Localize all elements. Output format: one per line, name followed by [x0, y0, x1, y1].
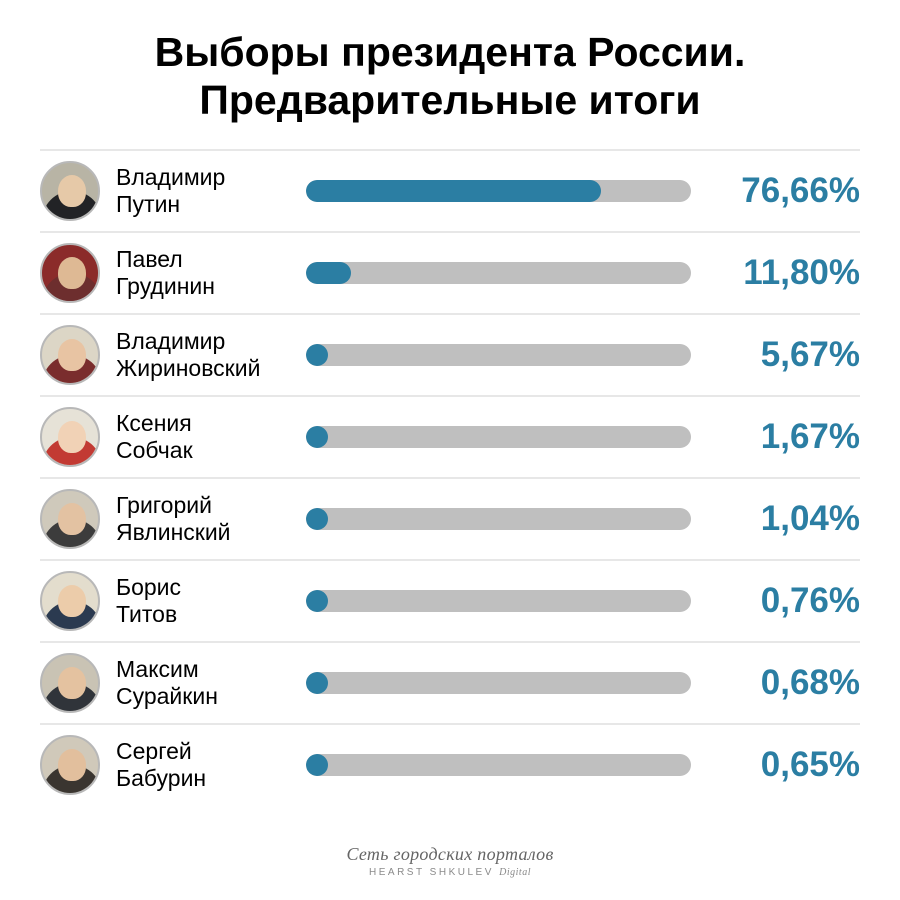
candidate-row: МаксимСурайкин 0,68% — [40, 641, 860, 723]
candidate-percent: 11,80% — [705, 253, 860, 293]
candidate-avatar — [40, 161, 100, 221]
bar-container — [306, 754, 691, 776]
candidate-first-name: Максим — [116, 656, 306, 682]
bar-fill — [306, 180, 601, 202]
candidate-avatar — [40, 489, 100, 549]
footer-sub: HEARST SHKULEV Digital — [0, 867, 900, 878]
candidate-percent: 1,04% — [705, 499, 860, 539]
bar-fill — [306, 672, 328, 694]
candidate-name: КсенияСобчак — [116, 410, 306, 463]
candidate-avatar — [40, 571, 100, 631]
candidate-percent: 76,66% — [705, 171, 860, 211]
footer: Сеть городских порталов HEARST SHKULEV D… — [0, 844, 900, 878]
bar-container — [306, 508, 691, 530]
candidate-row: ВладимирПутин 76,66% — [40, 149, 860, 231]
title-line-2: Предварительные итоги — [199, 77, 700, 123]
bar-container — [306, 426, 691, 448]
candidate-name: ВладимирЖириновский — [116, 328, 306, 381]
bar-container — [306, 180, 691, 202]
candidate-percent: 0,65% — [705, 745, 860, 785]
candidate-row: СергейБабурин 0,65% — [40, 723, 860, 805]
bar-container — [306, 344, 691, 366]
candidate-name: ГригорийЯвлинский — [116, 492, 306, 545]
candidate-avatar — [40, 407, 100, 467]
footer-main: Сеть городских порталов — [0, 844, 900, 865]
candidate-avatar — [40, 325, 100, 385]
candidate-first-name: Григорий — [116, 492, 306, 518]
candidate-last-name: Путин — [116, 191, 306, 217]
candidate-name: СергейБабурин — [116, 738, 306, 791]
candidate-first-name: Владимир — [116, 164, 306, 190]
bar-track — [306, 672, 691, 694]
candidate-percent: 1,67% — [705, 417, 860, 457]
candidate-first-name: Павел — [116, 246, 306, 272]
bar-container — [306, 672, 691, 694]
candidate-avatar — [40, 735, 100, 795]
candidate-row: ВладимирЖириновский 5,67% — [40, 313, 860, 395]
bar-track — [306, 508, 691, 530]
candidate-row: ПавелГрудинин 11,80% — [40, 231, 860, 313]
candidate-last-name: Титов — [116, 601, 306, 627]
bar-fill — [306, 262, 351, 284]
bar-track — [306, 180, 691, 202]
candidate-row: КсенияСобчак 1,67% — [40, 395, 860, 477]
candidate-percent: 0,76% — [705, 581, 860, 621]
candidate-first-name: Сергей — [116, 738, 306, 764]
candidate-first-name: Борис — [116, 574, 306, 600]
bar-fill — [306, 426, 328, 448]
bar-fill — [306, 590, 328, 612]
title-line-1: Выборы президента России. — [155, 29, 746, 75]
candidate-name: ПавелГрудинин — [116, 246, 306, 299]
bar-fill — [306, 344, 328, 366]
candidate-last-name: Грудинин — [116, 273, 306, 299]
candidate-avatar — [40, 243, 100, 303]
bar-track — [306, 426, 691, 448]
candidate-row: БорисТитов 0,76% — [40, 559, 860, 641]
candidate-last-name: Сурайкин — [116, 683, 306, 709]
bar-container — [306, 590, 691, 612]
bar-container — [306, 262, 691, 284]
candidate-first-name: Ксения — [116, 410, 306, 436]
footer-brand: HEARST SHKULEV — [369, 867, 494, 878]
candidate-row: ГригорийЯвлинский 1,04% — [40, 477, 860, 559]
chart-title: Выборы президента России. Предварительны… — [40, 28, 860, 125]
footer-tail: Digital — [499, 867, 531, 878]
candidate-name: МаксимСурайкин — [116, 656, 306, 709]
candidate-first-name: Владимир — [116, 328, 306, 354]
candidate-name: ВладимирПутин — [116, 164, 306, 217]
bar-track — [306, 590, 691, 612]
bar-track — [306, 754, 691, 776]
candidate-list: ВладимирПутин76,66%ПавелГрудинин11,80%Вл… — [40, 149, 860, 805]
candidate-last-name: Бабурин — [116, 765, 306, 791]
candidate-percent: 5,67% — [705, 335, 860, 375]
candidate-name: БорисТитов — [116, 574, 306, 627]
bar-track — [306, 262, 691, 284]
bar-fill — [306, 754, 328, 776]
candidate-percent: 0,68% — [705, 663, 860, 703]
candidate-avatar — [40, 653, 100, 713]
bar-track — [306, 344, 691, 366]
candidate-last-name: Явлинский — [116, 519, 306, 545]
candidate-last-name: Жириновский — [116, 355, 306, 381]
bar-fill — [306, 508, 328, 530]
candidate-last-name: Собчак — [116, 437, 306, 463]
